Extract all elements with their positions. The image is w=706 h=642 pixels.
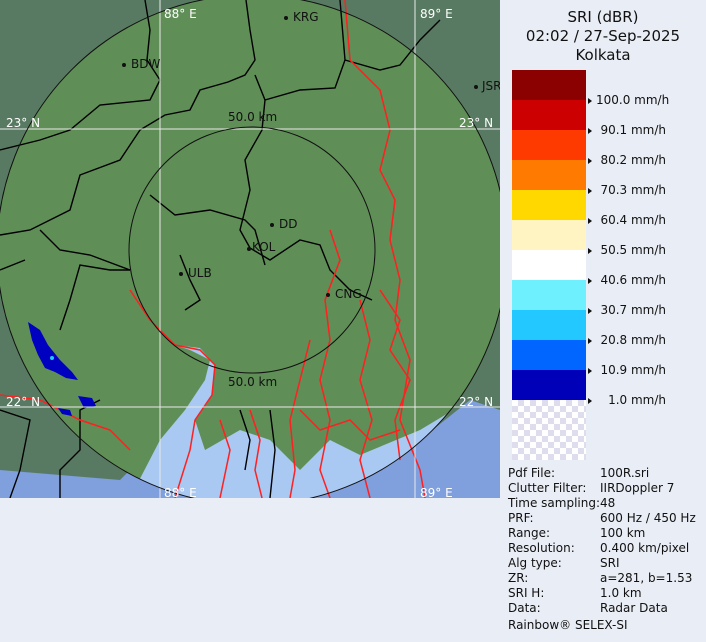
info-key: Pdf File:	[508, 466, 556, 480]
echo-cell	[28, 322, 78, 380]
legend-label: 20.8 mm/h	[588, 333, 698, 347]
lat-lon-grid	[0, 0, 500, 498]
info-value: Radar Data	[600, 601, 668, 615]
info-value: 100R.sri	[600, 466, 650, 480]
legend-swatch	[512, 220, 586, 250]
grid-label-22n-right: 22° N	[459, 395, 493, 409]
legend-label: 90.1 mm/h	[588, 123, 698, 137]
rivers	[0, 0, 426, 498]
city-dd: DD	[279, 217, 297, 231]
grid-label-88e-bottom: 88° E	[164, 486, 197, 498]
legend-label: 80.2 mm/h	[588, 153, 698, 167]
tick-marker-icon	[588, 157, 592, 164]
info-row: ZR: a=281, b=1.53	[508, 571, 696, 586]
info-value: 48	[600, 496, 616, 510]
legend-swatch	[512, 370, 586, 400]
tick-marker-icon	[588, 97, 592, 104]
tick-marker-icon	[588, 337, 592, 344]
info-key: PRF:	[508, 511, 534, 525]
legend-swatch	[512, 310, 586, 340]
info-key: Time sampling:	[508, 496, 601, 510]
echo-cell	[58, 408, 72, 416]
range-label-50km-bottom: 50.0 km	[228, 375, 277, 389]
grid-label-88e-top: 88° E	[164, 7, 197, 21]
info-key: Alg type:	[508, 556, 562, 570]
info-row: Resolution: 0.400 km/pixel	[508, 541, 696, 556]
grid-label-89e-top: 89° E	[420, 7, 453, 21]
legend-swatch	[512, 190, 586, 220]
legend-label: 10.9 mm/h	[588, 363, 698, 377]
tick-marker-icon	[588, 247, 592, 254]
legend-swatch	[512, 100, 586, 130]
city-jsr: JSR	[481, 79, 500, 93]
info-row: Time sampling: 48	[508, 496, 696, 511]
legend-swatch	[512, 160, 586, 190]
tick-marker-icon	[588, 187, 592, 194]
city-cng: CNG	[335, 287, 362, 301]
info-row: SRI H: 1.0 km	[508, 586, 696, 601]
info-row: PRF: 600 Hz / 450 Hz	[508, 511, 696, 526]
info-key: Resolution:	[508, 541, 575, 555]
tick-marker-icon	[588, 217, 592, 224]
legend-label: 40.6 mm/h	[588, 273, 698, 287]
info-row: Alg type: SRI	[508, 556, 696, 571]
legend-label: 30.7 mm/h	[588, 303, 698, 317]
legend-label: 70.3 mm/h	[588, 183, 698, 197]
tick-marker-icon	[588, 307, 592, 314]
datetime: 02:02 / 27-Sep-2025	[525, 27, 681, 45]
info-key: Range:	[508, 526, 551, 540]
tick-marker-icon	[588, 277, 592, 284]
legend-panel: SRI (dBR) 02:02 / 27-Sep-2025 Kolkata 1.…	[500, 0, 706, 642]
info-row: Data: Radar Data	[508, 601, 696, 616]
city-krg: KRG	[293, 10, 319, 24]
info-value: IIRDoppler 7	[600, 481, 675, 495]
city-ulb: ULB	[188, 266, 212, 280]
info-value: a=281, b=1.53	[600, 571, 693, 585]
product-title: SRI (dBR)	[567, 8, 639, 26]
city-kol: KOL	[252, 240, 276, 254]
legend-label: 1.0 mm/h	[588, 393, 698, 407]
range-rings	[0, 0, 500, 498]
info-row: Range: 100 km	[508, 526, 696, 541]
legend-swatch	[512, 130, 586, 160]
info-value: 600 Hz / 450 Hz	[600, 511, 696, 525]
echo-cell	[50, 356, 54, 360]
info-value: 100 km	[600, 526, 646, 540]
info-key: ZR:	[508, 571, 529, 585]
info-key: Clutter Filter:	[508, 481, 587, 495]
grid-label-23n-left: 23° N	[6, 116, 40, 130]
no-data-swatch	[512, 400, 586, 460]
grid-label-89e-bottom: 89° E	[420, 486, 453, 498]
info-row: Pdf File: 100R.sri	[508, 466, 696, 481]
echo-cell	[78, 396, 96, 408]
footer-credit: Rainbow® SELEX-SI	[508, 618, 628, 632]
tick-marker-icon	[588, 367, 592, 374]
legend-swatch	[512, 70, 586, 100]
info-value: 1.0 km	[600, 586, 642, 600]
range-label-50km-top: 50.0 km	[228, 110, 277, 124]
site-name: Kolkata	[575, 46, 631, 64]
legend-swatch	[512, 280, 586, 310]
legend-swatch	[512, 340, 586, 370]
grid-label-22n-left: 22° N	[6, 395, 40, 409]
range-ring-50km	[128, 126, 376, 374]
info-value: 0.400 km/pixel	[600, 541, 690, 555]
info-row: Clutter Filter: IIRDoppler 7	[508, 481, 696, 496]
radar-info: Pdf File: 100R.sri Clutter Filter: IIRDoppl…	[508, 466, 696, 633]
city-bdw: BDW	[131, 57, 160, 71]
info-key: Data:	[508, 601, 541, 615]
grid-label-23n-right: 23° N	[459, 116, 493, 130]
info-key: SRI H:	[508, 586, 545, 600]
legend-label: 50.5 mm/h	[588, 243, 698, 257]
legend-label: 60.4 mm/h	[588, 213, 698, 227]
tick-marker-icon	[588, 397, 592, 404]
legend-label: 100.0 mm/h	[588, 93, 698, 107]
precipitation-echoes	[28, 322, 96, 416]
legend-swatch	[512, 250, 586, 280]
radar-map[interactable]: 88° E 89° E 88° E 89° E 23° N 23° N 22° …	[0, 0, 500, 498]
info-value: SRI	[600, 556, 620, 570]
tick-marker-icon	[588, 127, 592, 134]
